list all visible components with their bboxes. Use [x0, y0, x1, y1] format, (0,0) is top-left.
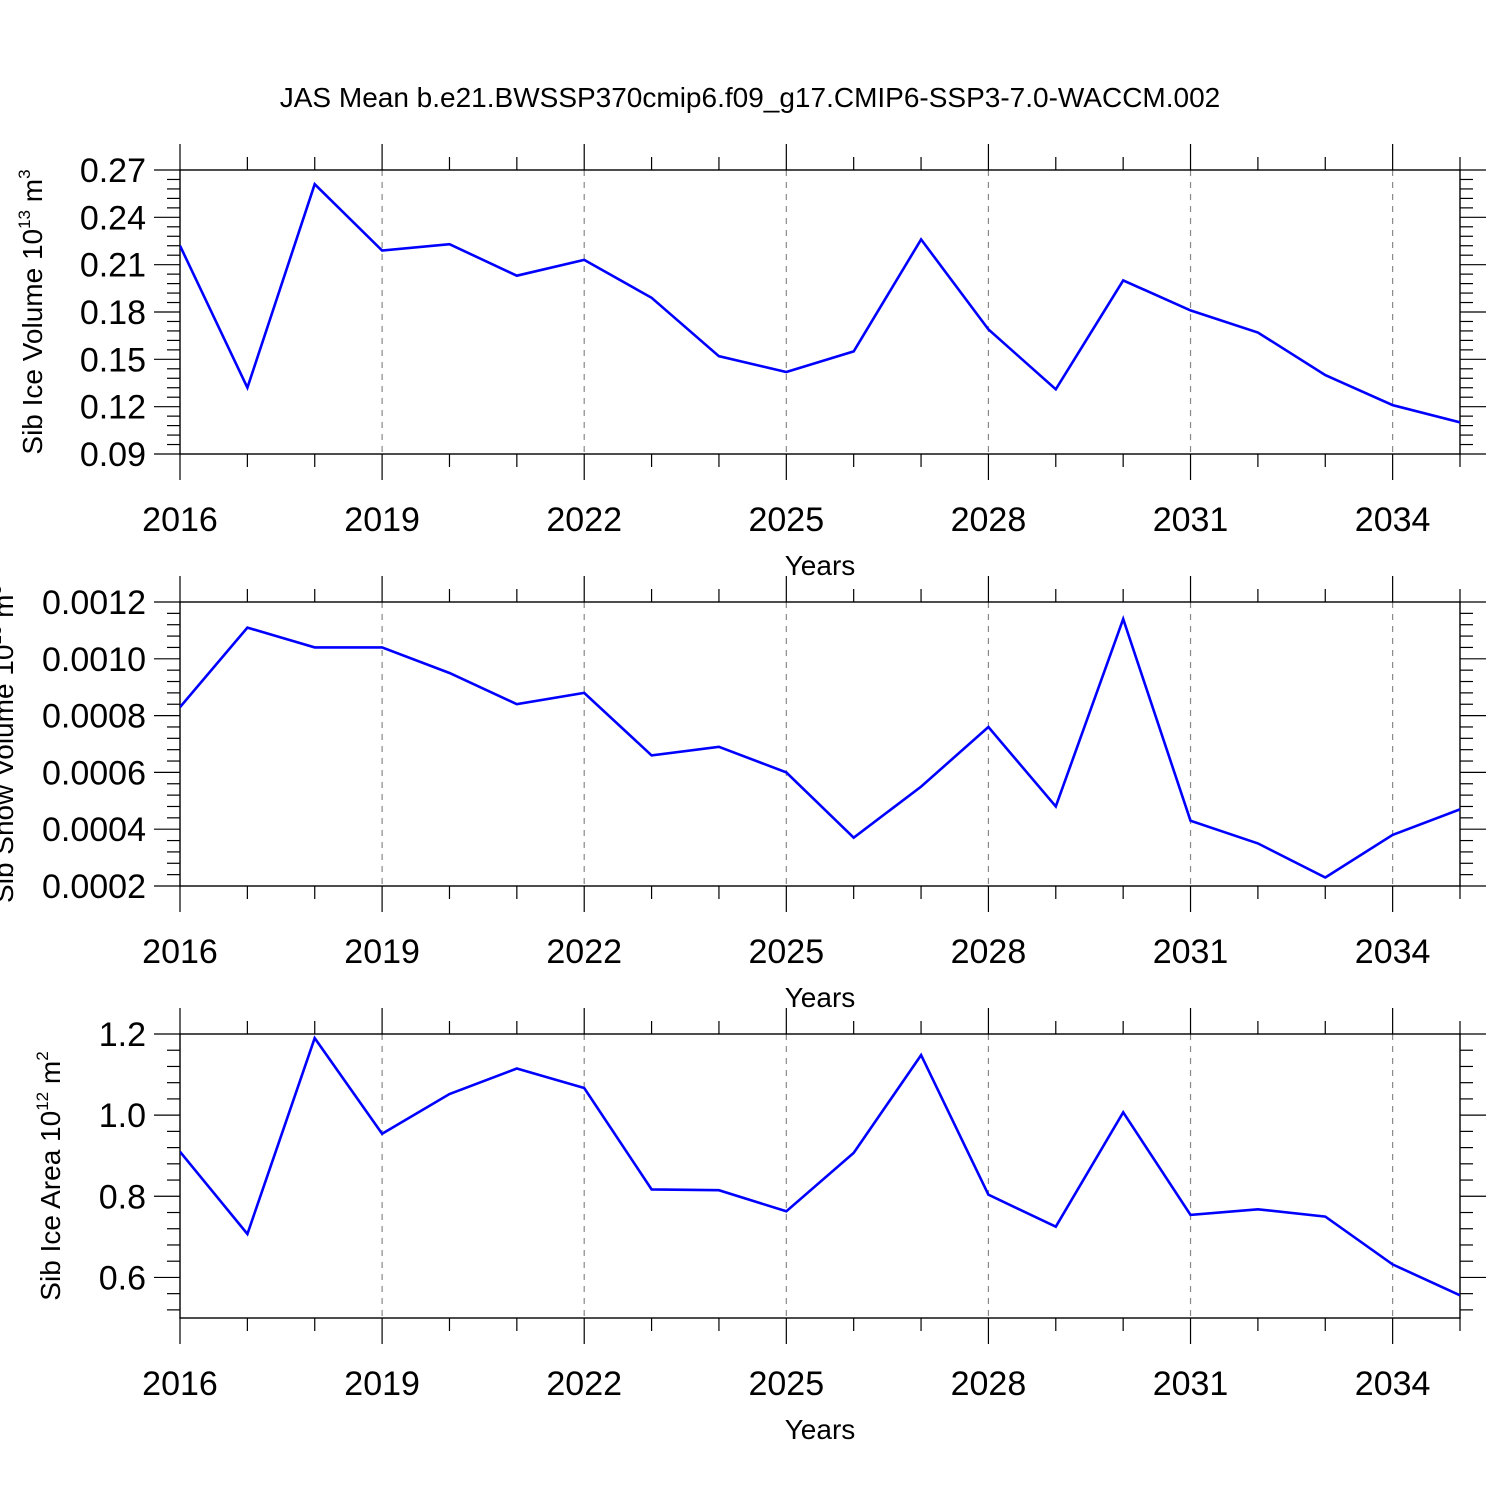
snow-volume-y-tick-label: 0.0012	[42, 584, 146, 622]
ice-volume-x-tick-label: 2034	[1355, 501, 1431, 539]
snow-volume-x-tick-label: 2022	[546, 933, 622, 971]
ice-volume-y-tick-label: 0.12	[80, 389, 146, 427]
ice-volume-y-axis-title-exponent: 13	[15, 210, 34, 229]
snow-volume-y-axis-title: Sib Snow Volume 1013 m3	[0, 585, 19, 903]
ice-area-y-axis-title-text: m	[35, 1061, 66, 1092]
snow-volume-x-axis-title: Years	[785, 982, 856, 1013]
ice-volume-y-axis-title-text: m	[17, 179, 48, 210]
ice-area-plot-frame	[179, 1033, 1461, 1319]
ice-volume-x-tick-label: 2016	[142, 501, 218, 539]
ice-volume-y-tick-label: 0.27	[80, 152, 146, 190]
snow-volume-x-tick-label: 2031	[1153, 933, 1229, 971]
ice-area-x-axis-title: Years	[785, 1414, 856, 1445]
ice-volume-x-axis-title: Years	[785, 550, 856, 581]
ice-area-y-axis-title-exponent: 2	[33, 1051, 52, 1060]
ice-area-series-line	[180, 1035, 1460, 1297]
panels: 2016 2019 2022 2025 2028 2031 2034 0.09 0.12 0.15…	[0, 144, 1486, 1445]
snow-volume-y-axis-title-exponent: 13	[0, 626, 5, 645]
ice-volume-y-tick-label: 0.21	[80, 247, 146, 285]
ice-area-y-tick-label: 0.6	[99, 1259, 146, 1297]
ice-area-y-tick-label: 1.0	[99, 1097, 146, 1135]
ice-volume-x-tick-label: 2028	[951, 501, 1027, 539]
ice-volume-series-line	[180, 181, 1460, 424]
ice-volume-y-tick-label: 0.09	[80, 436, 146, 474]
ice-area-y-axis-title-exponent: 12	[33, 1092, 52, 1111]
ice-area-y-tick-label: 1.2	[99, 1016, 146, 1054]
snow-volume-x-tick-label: 2019	[344, 933, 420, 971]
ice-area-x-tick-label: 2016	[142, 1365, 218, 1403]
snow-volume-x-tick-label: 2025	[748, 933, 824, 971]
panel-ice-area: 2016 2019 2022 2025 2028 2031 2034 0.6 0.8 1.0 1.2…	[33, 1008, 1486, 1445]
ice-volume-y-tick-label: 0.18	[80, 294, 146, 332]
snow-volume-y-tick-label: 0.0006	[42, 754, 146, 792]
ice-area-y-axis-title-text: Sib Ice Area 10	[35, 1111, 66, 1301]
ice-volume-x-tick-label: 2019	[344, 501, 420, 539]
snow-volume-x-tick-label: 2028	[951, 933, 1027, 971]
figure-title: JAS Mean b.e21.BWSSP370cmip6.f09_g17.CMI…	[280, 82, 1221, 113]
panel-ice-volume: 2016 2019 2022 2025 2028 2031 2034 0.09 0.12 0.15…	[15, 144, 1486, 581]
ice-volume-x-tick-label: 2022	[546, 501, 622, 539]
ice-volume-y-tick-label: 0.15	[80, 341, 146, 379]
ice-area-y-axis-title: Sib Ice Area 1012 m2	[33, 1051, 66, 1300]
ice-area-x-tick-label: 2022	[546, 1365, 622, 1403]
snow-volume-y-tick-label: 0.0008	[42, 698, 146, 736]
snow-volume-y-axis-title-exponent: 3	[0, 585, 5, 594]
ice-volume-y-tick-label: 0.24	[80, 199, 146, 237]
ice-volume-x-tick-label: 2025	[748, 501, 824, 539]
ice-volume-y-axis-title-exponent: 3	[15, 169, 34, 178]
ice-area-y-tick-label: 0.8	[99, 1178, 146, 1216]
snow-volume-y-axis-title-text: m	[0, 595, 19, 626]
snow-volume-plot-frame	[179, 601, 1461, 887]
snow-volume-y-axis-title-text: Sib Snow Volume 10	[0, 645, 19, 903]
ice-area-x-tick-label: 2019	[344, 1365, 420, 1403]
ice-volume-y-axis-title: Sib Ice Volume 1013 m3	[15, 169, 48, 454]
snow-volume-y-tick-label: 0.0002	[42, 868, 146, 906]
snow-volume-y-tick-label: 0.0010	[42, 641, 146, 679]
snow-volume-x-tick-label: 2034	[1355, 933, 1431, 971]
snow-volume-y-tick-label: 0.0004	[42, 811, 146, 849]
ice-volume-x-tick-label: 2031	[1153, 501, 1229, 539]
ice-area-x-tick-label: 2025	[748, 1365, 824, 1403]
ice-area-x-tick-label: 2028	[951, 1365, 1027, 1403]
ice-area-x-tick-label: 2031	[1153, 1365, 1229, 1403]
ice-volume-y-axis-title-text: Sib Ice Volume 10	[17, 229, 48, 455]
ice-area-x-tick-label: 2034	[1355, 1365, 1431, 1403]
snow-volume-series-line	[180, 615, 1460, 879]
panel-snow-volume: 2016 2019 2022 2025 2028 2031 2034 0.0002 0.0004…	[0, 576, 1486, 1013]
snow-volume-x-tick-label: 2016	[142, 933, 218, 971]
